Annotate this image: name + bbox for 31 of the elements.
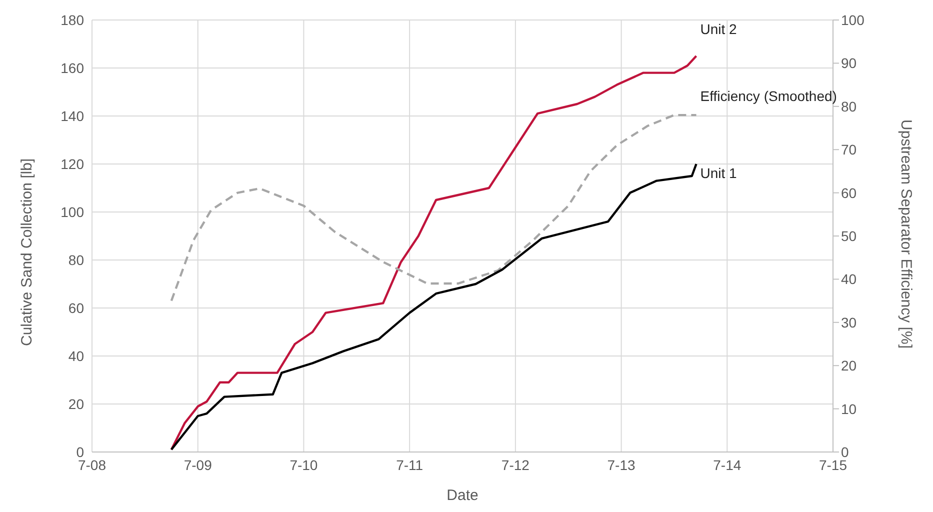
y-tick-label: 140 (60, 108, 84, 124)
y2-tick-label: 70 (841, 142, 857, 158)
y2-tick-label: 100 (841, 12, 865, 28)
y-tick-label: 100 (60, 204, 84, 220)
y2-tick-label: 90 (841, 55, 857, 72)
y2-tick-label: 60 (841, 184, 857, 201)
x-tick-label: 7-12 (501, 456, 530, 473)
y-tick-label: 80 (68, 252, 84, 268)
series-label: Efficiency (Smoothed) (700, 88, 837, 104)
y-tick-label: 120 (60, 156, 84, 172)
x-tick-label: 7-14 (713, 456, 742, 473)
y-tick-label: 60 (68, 300, 84, 316)
y2-tick-label: 30 (841, 314, 857, 330)
y-axis-title: Culative Sand Collection [lb] (18, 158, 36, 346)
x-tick-label: 7-11 (396, 456, 424, 473)
y-tick-label: 160 (60, 60, 84, 76)
y2-tick-label: 10 (841, 400, 857, 417)
series-label: Unit 1 (700, 165, 738, 181)
x-axis-title: Date (446, 487, 478, 504)
x-tick-label: 7-09 (184, 456, 212, 473)
y2-tick-label: 20 (841, 358, 857, 374)
x-tick-label: 7-10 (290, 456, 318, 473)
y2-axis-title: Upstream Separator Efficiency [%] (898, 120, 915, 348)
y2-tick-label: 50 (841, 228, 857, 244)
series-label: Unit 2 (700, 21, 738, 37)
y-tick-label: 40 (68, 348, 84, 364)
y-tick-label: 180 (60, 12, 84, 28)
y2-tick-label: 80 (841, 98, 857, 114)
y-tick-label: 20 (68, 396, 84, 412)
x-tick-label: 7-13 (607, 456, 636, 473)
y2-tick-label: 40 (841, 271, 857, 288)
